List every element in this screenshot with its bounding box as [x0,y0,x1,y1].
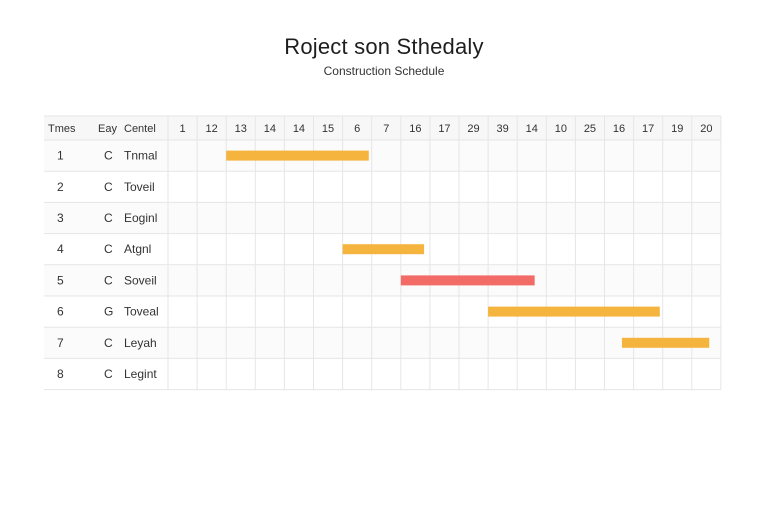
row-code: C [104,242,113,256]
row-task-name: Toveil [124,180,155,194]
column-header: Centel [124,123,156,135]
timeline-tick-label: 15 [322,123,334,135]
timeline-tick-label: 7 [383,123,389,135]
chart-subtitle: Construction Schedule [323,64,445,78]
row-id: 2 [57,180,64,194]
row-code: C [104,367,113,381]
gantt-bar [342,244,425,255]
column-header: Eay [98,123,117,135]
row-id: 7 [57,336,64,350]
header-band [44,116,721,140]
row-band [44,264,721,296]
timeline-tick-label: 10 [555,123,567,135]
timeline-tick-label: 17 [438,123,450,135]
row-task-name: Leyah [124,336,157,350]
row-code: C [104,180,113,194]
timeline-tick-label: 12 [206,123,218,135]
timeline-tick-label: 1 [179,123,185,135]
gantt-bar [400,275,535,286]
timeline-tick-label: 14 [526,123,538,135]
row-task-name: Legint [124,367,157,381]
row-code: C [104,211,113,225]
row-task-name: Tnmal [124,149,157,163]
row-code: G [104,305,113,319]
timeline-tick-label: 20 [700,123,712,135]
timeline-tick-label: 13 [235,123,247,135]
timeline-tick-label: 6 [354,123,360,135]
timeline-tick-label: 17 [642,123,654,135]
row-id: 4 [57,242,64,256]
gantt-bar [621,337,710,348]
row-task-name: Eoginl [124,211,157,225]
chart-title: Roject son Sthedaly [284,34,484,59]
timeline-tick-label: 39 [497,123,509,135]
timeline-tick-label: 16 [409,123,421,135]
row-id: 8 [57,367,64,381]
row-band [44,202,721,234]
gantt-bar [488,306,660,317]
timeline-tick-label: 16 [613,123,625,135]
row-id: 1 [57,149,64,163]
timeline-tick-label: 25 [584,123,596,135]
timeline-tick-label: 14 [293,123,305,135]
timeline-tick-label: 14 [264,123,276,135]
row-code: C [104,149,113,163]
gantt-bar [226,150,369,161]
row-id: 5 [57,273,64,287]
row-band [44,327,721,359]
row-code: C [104,336,113,350]
row-task-name: Soveil [124,273,157,287]
timeline-tick-label: 29 [467,123,479,135]
row-id: 3 [57,211,64,225]
row-band [44,140,721,172]
timeline-tick-label: 19 [671,123,683,135]
column-header: Tmes [48,123,76,135]
row-task-name: Atgnl [124,242,151,256]
row-task-name: Toveal [124,305,159,319]
row-id: 6 [57,305,64,319]
row-code: C [104,273,113,287]
